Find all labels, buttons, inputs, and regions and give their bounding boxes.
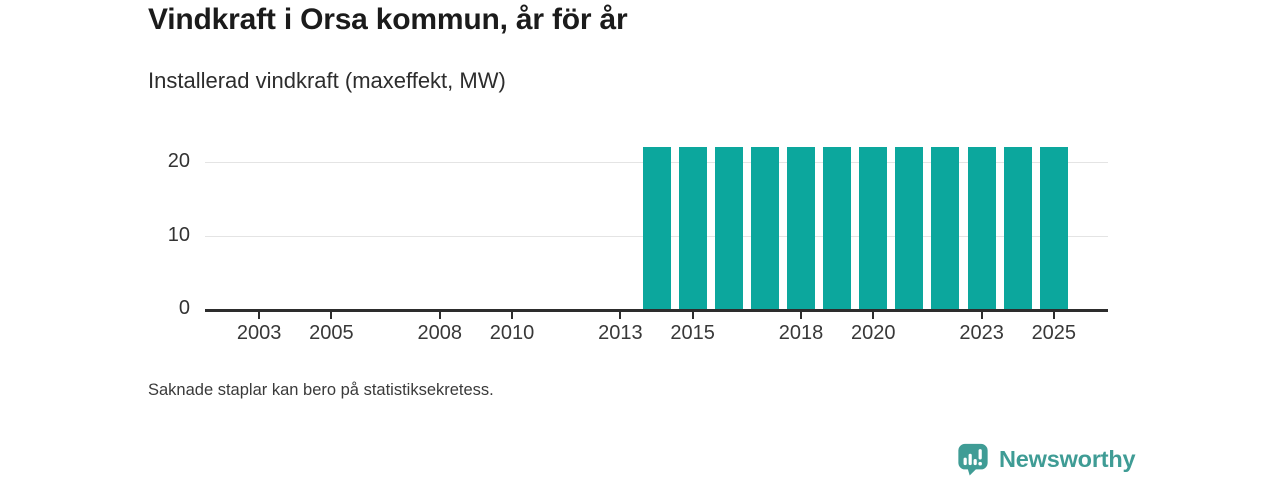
x-tick-2023 <box>980 312 983 319</box>
x-tick-2013 <box>619 312 622 319</box>
bar-2025 <box>1039 147 1068 309</box>
y-axis-label-10: 10 <box>167 223 190 246</box>
x-tick-label-2005: 2005 <box>309 322 354 344</box>
newsworthy-logo: Newsworthy <box>956 442 1136 476</box>
x-tick-label-2020: 2020 <box>850 322 896 344</box>
x-tick-label-2023: 2023 <box>959 322 1004 344</box>
bar-2015 <box>678 147 707 309</box>
x-tick-2015 <box>691 312 694 319</box>
x-tick-2018 <box>799 312 802 319</box>
bar-2022 <box>931 147 960 309</box>
x-tick-label-2018: 2018 <box>778 322 824 344</box>
x-tick-2003 <box>258 312 261 319</box>
y-axis-label-20: 20 <box>167 150 190 173</box>
y-axis-label-0: 0 <box>178 297 190 319</box>
x-tick-2010 <box>511 312 514 319</box>
x-tick-label-2010: 2010 <box>489 322 535 344</box>
x-tick-2005 <box>330 312 333 319</box>
bar-2020 <box>859 147 888 309</box>
bar-2023 <box>967 147 996 309</box>
bar-2021 <box>895 147 924 309</box>
x-tick-label-2025: 2025 <box>1031 322 1077 344</box>
bar-2014 <box>642 147 671 309</box>
x-tick-label-2015: 2015 <box>670 322 715 344</box>
x-tick-2020 <box>872 312 875 319</box>
x-tick-label-2013: 2013 <box>598 322 643 344</box>
footnote: Saknade staplar kan bero på statistiksek… <box>148 381 494 399</box>
chart-subtitle: Installerad vindkraft (maxeffekt, MW) <box>148 68 506 93</box>
bar-2016 <box>714 147 743 309</box>
x-tick-2008 <box>438 312 441 319</box>
x-tick-label-2008: 2008 <box>417 322 463 344</box>
bar-2017 <box>750 147 779 309</box>
plot-area <box>205 140 1108 312</box>
page-title: Vindkraft i Orsa kommun, år för år <box>148 3 628 36</box>
brand-name: Newsworthy <box>999 445 1136 472</box>
x-tick-2025 <box>1052 312 1055 319</box>
bar-2019 <box>823 147 852 309</box>
newsworthy-bubble-chart-icon <box>956 442 990 476</box>
bar-2024 <box>1003 147 1032 309</box>
bar-2018 <box>786 147 815 309</box>
x-tick-label-2003: 2003 <box>236 322 282 344</box>
